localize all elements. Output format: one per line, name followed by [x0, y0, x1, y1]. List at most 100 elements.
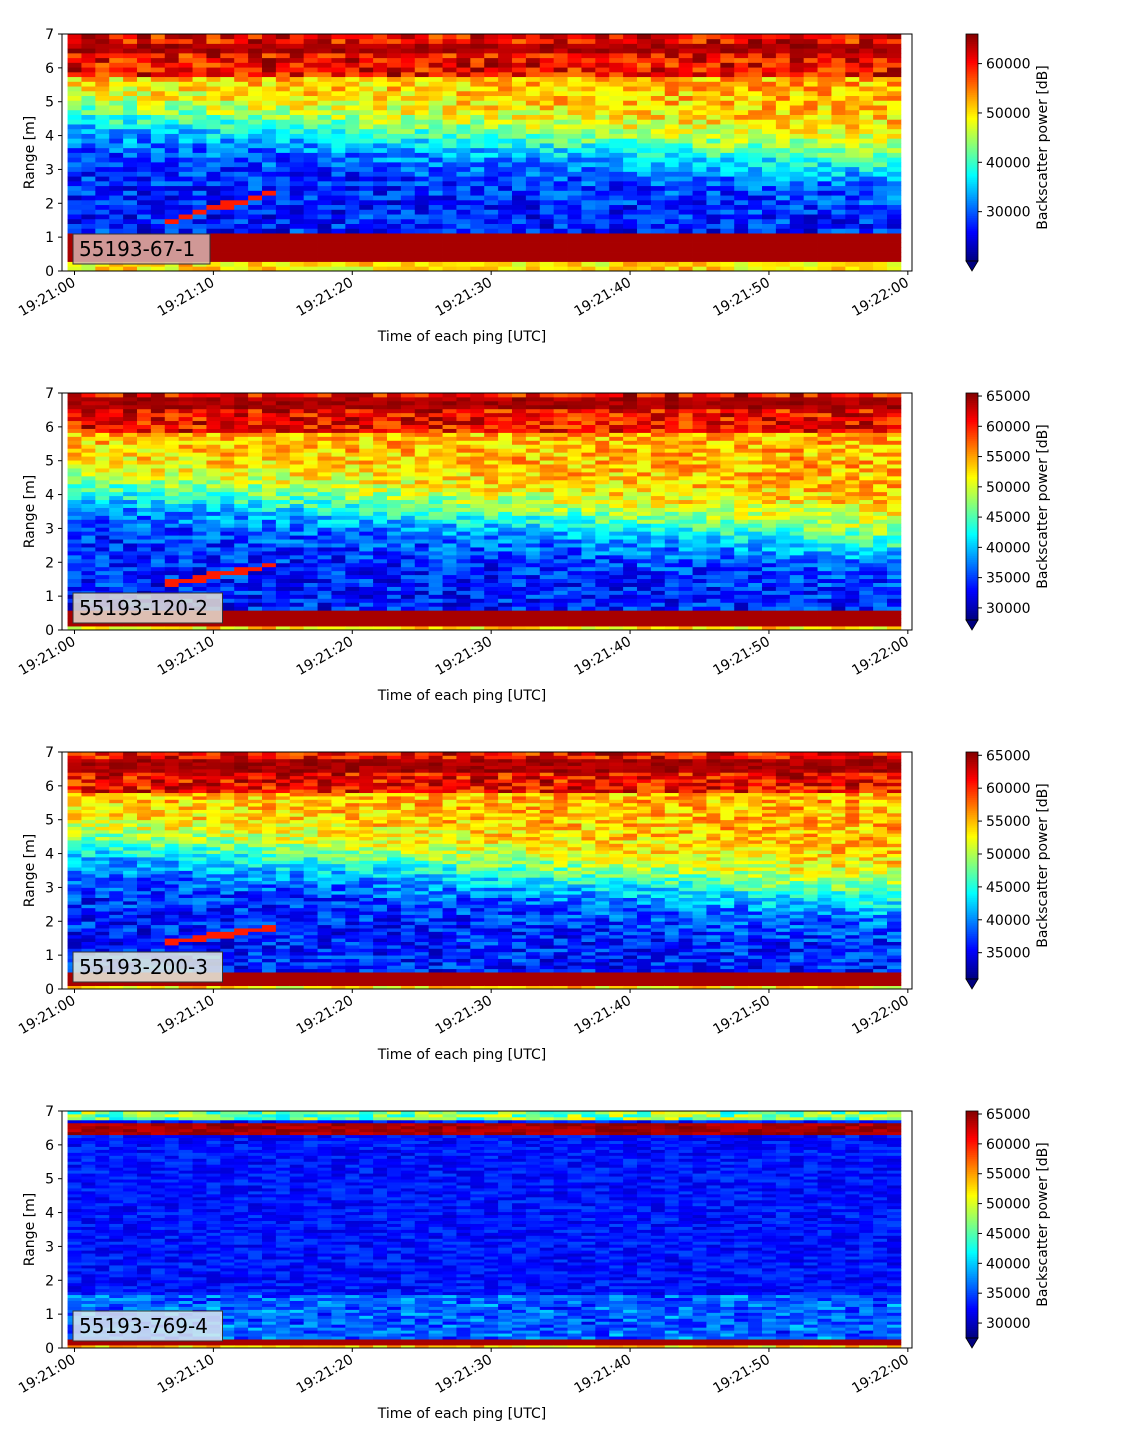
heatmap-cell — [803, 48, 818, 54]
heatmap-cell — [331, 511, 346, 516]
heatmap-cell — [706, 43, 721, 49]
heatmap-cell — [484, 171, 499, 177]
heatmap-cell — [859, 185, 874, 191]
heatmap-cell — [470, 412, 485, 418]
heatmap-cell — [137, 138, 152, 144]
heatmap-cell — [581, 185, 596, 191]
heatmap-cell — [525, 81, 541, 87]
heatmap-cell — [262, 527, 277, 532]
heatmap-cell — [345, 266, 360, 272]
heatmap-cell — [303, 456, 318, 461]
heatmap-cell — [539, 128, 555, 134]
heatmap-cell — [387, 237, 402, 243]
heatmap-cell — [817, 105, 832, 111]
heatmap-cell — [81, 420, 96, 425]
heatmap-cell — [289, 610, 305, 615]
heatmap-cell — [831, 218, 846, 224]
heatmap-cell — [373, 444, 388, 449]
heatmap-cell — [123, 195, 138, 201]
heatmap-cell — [81, 195, 96, 201]
heatmap-cell — [859, 237, 874, 243]
heatmap-cell — [748, 218, 763, 224]
heatmap-cell — [275, 491, 291, 497]
heatmap-cell — [164, 147, 180, 153]
heatmap-cell — [234, 199, 249, 206]
colorbar-segment — [966, 138, 978, 141]
heatmap-cell — [428, 527, 443, 532]
heatmap-cell — [400, 266, 416, 272]
heatmap-cell — [887, 209, 902, 215]
heatmap-cell — [192, 67, 207, 73]
heatmap-cell — [206, 204, 221, 210]
heatmap-cell — [206, 523, 221, 528]
heatmap-cell — [414, 90, 430, 97]
heatmap-cell — [512, 256, 527, 262]
heatmap-cell — [192, 464, 207, 469]
heatmap-cell — [484, 558, 499, 564]
heatmap-cell — [262, 143, 277, 149]
heatmap-cell — [262, 487, 277, 493]
heatmap-cell — [123, 218, 138, 224]
heatmap-cell — [150, 214, 166, 220]
heatmap-cell — [178, 171, 193, 177]
colorbar-segment — [966, 81, 978, 84]
heatmap-cell — [275, 547, 291, 552]
heatmap-cell — [178, 551, 193, 556]
heatmap-cell — [470, 218, 485, 224]
heatmap-cell — [803, 86, 818, 92]
heatmap-cell — [581, 109, 596, 115]
colorbar-segment — [966, 223, 978, 226]
heatmap-cell — [220, 626, 235, 631]
heatmap-cell — [359, 586, 374, 591]
heatmap-cell — [456, 483, 471, 489]
heatmap-cell — [289, 218, 305, 224]
heatmap-cell — [734, 90, 749, 97]
heatmap-cell — [789, 147, 805, 153]
heatmap-cell — [81, 176, 96, 182]
heatmap-cell — [150, 479, 166, 485]
heatmap-cell — [331, 428, 346, 433]
heatmap-cell — [192, 523, 207, 528]
heatmap-cell — [456, 558, 471, 564]
heatmap-cell — [428, 436, 443, 441]
heatmap-cell — [567, 76, 582, 82]
heatmap-cell — [553, 119, 568, 125]
heatmap-cell — [206, 400, 221, 406]
heatmap-cell — [234, 190, 249, 196]
heatmap-cell — [387, 436, 402, 441]
heatmap-cell — [95, 416, 110, 422]
heatmap-cell — [775, 218, 791, 224]
heatmap-cell — [873, 119, 888, 125]
heatmap-cell — [206, 475, 221, 481]
heatmap-cell — [95, 515, 110, 520]
heatmap-cell — [595, 52, 610, 59]
heatmap-cell — [456, 266, 471, 272]
heatmap-cell — [289, 143, 305, 149]
heatmap-cell — [373, 228, 388, 234]
heatmap-cell — [234, 143, 249, 149]
heatmap-cell — [623, 247, 638, 253]
heatmap-cell — [206, 570, 221, 576]
heatmap-cell — [831, 247, 846, 253]
heatmap-cell — [303, 57, 318, 63]
heatmap-cell — [831, 48, 846, 54]
heatmap-cell — [345, 412, 360, 418]
heatmap-cell — [289, 606, 305, 611]
heatmap-cell — [887, 90, 902, 97]
heatmap-cell — [498, 152, 513, 158]
heatmap-cell — [414, 547, 430, 552]
heatmap-cell — [887, 147, 902, 153]
heatmap-cell — [123, 456, 138, 461]
heatmap-cell — [317, 491, 332, 497]
heatmap-cell — [470, 598, 485, 603]
heatmap-cell — [67, 100, 82, 106]
heatmap-cell — [456, 81, 471, 87]
heatmap-cell — [331, 598, 346, 603]
heatmap-cell — [734, 124, 749, 130]
heatmap-cell — [428, 228, 443, 234]
heatmap-cell — [525, 119, 541, 125]
heatmap-cell — [553, 38, 568, 44]
heatmap-cell — [192, 109, 207, 115]
heatmap-cell — [789, 185, 805, 191]
heatmap-cell — [581, 218, 596, 224]
